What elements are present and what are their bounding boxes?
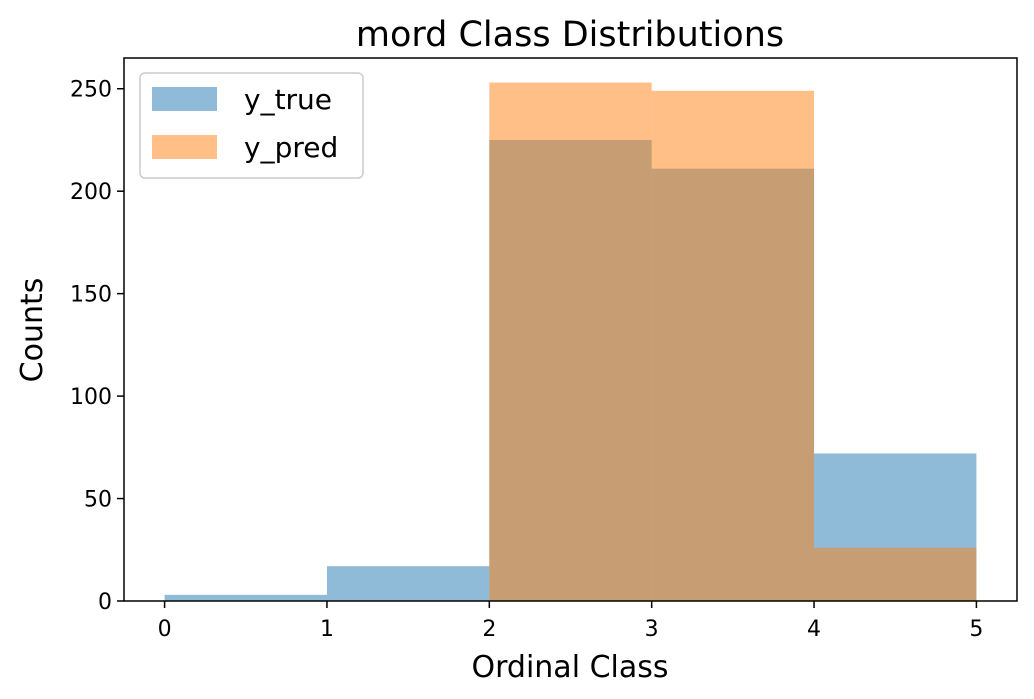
y-axis-ticks: 0 50 100 150 200 250 [70,78,124,615]
legend: y_true y_pred [139,72,364,179]
x-tick-label: 3 [645,617,659,642]
plot-frame [123,57,1018,602]
bar-y-pred-bin-4 [814,547,977,601]
y-tick-label: 0 [98,590,112,615]
y-tick-label: 250 [70,78,112,103]
legend-label-y-true: y_true [244,83,332,116]
bar-y-pred-bin-2 [489,82,652,601]
legend-label-y-pred: y_pred [244,131,338,164]
x-tick-label: 4 [807,617,821,642]
y-tick-label: 50 [84,488,112,513]
y-tick-label: 150 [70,283,112,308]
x-axis-label: Ordinal Class [472,650,669,685]
y-tick-label: 200 [70,180,112,205]
x-axis-ticks: 0 1 2 3 4 5 [158,601,983,642]
bars-layer [164,82,977,602]
x-tick-label: 5 [969,617,983,642]
chart-title: mord Class Distributions [356,15,784,55]
x-tick-label: 1 [320,617,334,642]
y-tick-label: 100 [70,385,112,410]
bar-y-true-bin-1 [326,566,490,601]
bar-y-pred-bin-3 [651,90,815,601]
x-tick-label: 0 [158,617,172,642]
x-tick-label: 2 [482,617,496,642]
y-axis-label: Counts [15,278,50,383]
legend-swatch-y-pred [152,135,217,159]
legend-swatch-y-true [152,87,217,111]
bar-y-true-bin-0 [164,594,327,601]
